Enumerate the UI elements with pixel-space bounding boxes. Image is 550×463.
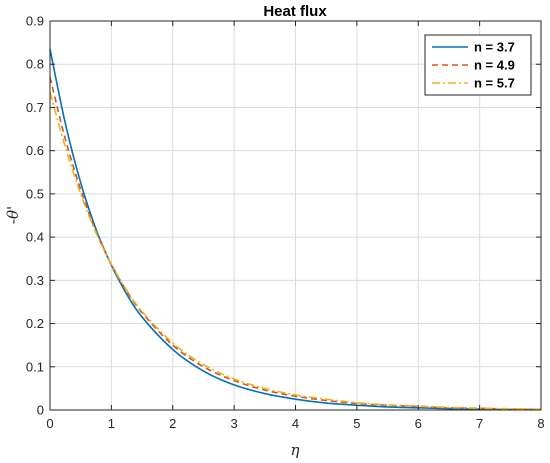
x-tick-label: 0 [46,416,53,431]
y-tick-label: 0.5 [26,186,44,201]
legend-label-1: n = 3.7 [474,40,515,55]
y-tick-label: 0.2 [26,316,44,331]
x-tick-label: 3 [231,416,238,431]
x-tick-label: 1 [108,416,115,431]
legend-label-2: n = 4.9 [474,58,515,73]
legend: n = 3.7 n = 4.9 n = 5.7 [424,34,532,96]
chart-title: Heat flux [263,3,327,20]
y-tick-label: 0.3 [26,273,44,288]
y-tick-label: 0.6 [26,143,44,158]
y-tick-label: 0.1 [26,359,44,374]
y-tick-label: 0.4 [26,230,44,245]
x-tick-label: 5 [353,416,360,431]
legend-label-3: n = 5.7 [474,76,515,91]
x-tick-label: 4 [292,416,299,431]
series-line-3 [49,92,542,410]
x-tick-label: 8 [537,416,544,431]
y-tick-label: 0.8 [26,57,44,72]
x-tick-label: 6 [415,416,422,431]
x-tick-label: 7 [476,416,483,431]
series-lines [49,48,542,411]
y-tick-label: 0.9 [26,14,44,29]
axis-ticks: 0 1 2 3 4 5 6 7 8 0 0.1 0.2 0.3 0.4 0.5 0.6 0.7 0.8 0.9 [26,14,545,432]
series-line-1 [49,48,542,411]
y-tick-label: 0 [37,403,44,418]
y-tick-label: 0.7 [26,100,44,115]
x-tick-label: 2 [169,416,176,431]
grid [50,21,541,410]
y-axis-label: -θ' [4,206,22,224]
x-axis-label: η [291,441,300,459]
